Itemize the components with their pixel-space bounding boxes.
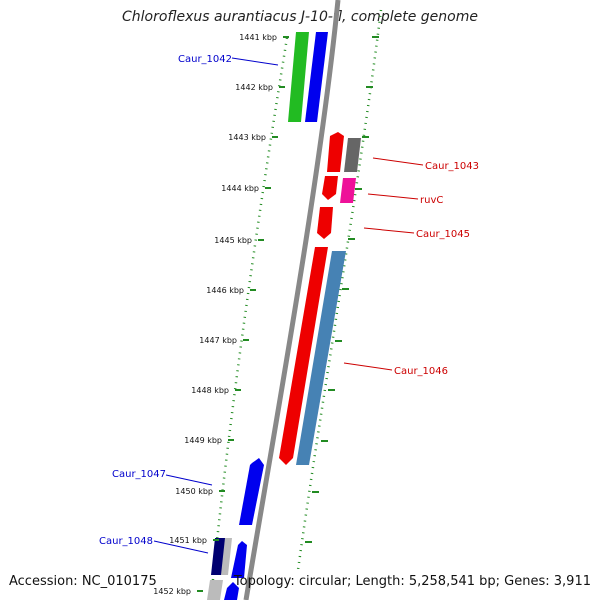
caur-1043-gene-red <box>327 132 344 172</box>
caur-1042-label[interactable]: Caur_1042 <box>178 54 232 65</box>
bottom-gene-blue <box>224 582 239 600</box>
kbp-label: 1446 kbp <box>206 286 244 295</box>
caur-1046-gene-red <box>279 247 328 465</box>
caur-1043-label[interactable]: Caur_1043 <box>425 161 479 172</box>
kbp-label: 1444 kbp <box>221 184 259 193</box>
bottom-gene-silver <box>207 580 223 600</box>
caur-1045-leader <box>363 227 415 234</box>
caur-1046-label[interactable]: Caur_1046 <box>394 366 448 377</box>
kbp-label: 1445 kbp <box>214 236 252 245</box>
caur-1047-label[interactable]: Caur_1047 <box>112 469 166 480</box>
genome-backbone <box>243 0 341 600</box>
caur-1045-label[interactable]: Caur_1045 <box>416 229 470 240</box>
ruvc-leader <box>367 193 419 200</box>
caur-1042-leader <box>231 57 279 66</box>
kbp-label: 1443 kbp <box>228 133 266 142</box>
caur-1048-gene-blue <box>231 541 247 578</box>
caur-1043-gene-grey <box>344 138 361 172</box>
ruvc-gene-red <box>322 176 338 200</box>
ruvc-label[interactable]: ruvC <box>420 195 443 206</box>
gene-labels: Caur_1042 Caur_1043 ruvC Caur_1045 Caur_… <box>99 54 479 547</box>
kbp-scale-labels: 1441 kbp 1442 kbp 1443 kbp 1444 kbp 1445 kbp… <box>153 33 379 596</box>
topology-text: Topology: circular; Length: 5,258,541 bp… <box>233 574 591 589</box>
caur-1047-leader <box>165 474 213 486</box>
caur-1042-gene-green <box>288 32 309 122</box>
map-title: Chloroflexus aurantiacus J-10-fl, comple… <box>122 9 478 25</box>
caur-1047-gene-blue <box>239 458 264 525</box>
caur-1046-gene-steelblue <box>296 251 346 465</box>
accession-text: Accession: NC_010175 <box>9 574 157 589</box>
caur-1045-gene-red <box>317 207 333 239</box>
caur-1043-leader <box>372 157 424 166</box>
caur-1042-gene-blue <box>305 32 328 122</box>
gene-features <box>207 32 361 600</box>
kbp-label: 1448 kbp <box>191 386 229 395</box>
caur-1048-label[interactable]: Caur_1048 <box>99 536 153 547</box>
kbp-label: 1452 kbp <box>153 587 191 596</box>
caur-1048-leader <box>153 540 209 554</box>
caur-1046-leader <box>343 362 393 371</box>
kbp-label: 1447 kbp <box>199 336 237 345</box>
caur-1048-gene-silver <box>221 538 232 575</box>
kbp-label: 1441 kbp <box>239 33 277 42</box>
ruvc-gene-magenta <box>340 178 356 203</box>
kbp-label: 1450 kbp <box>175 487 213 496</box>
kbp-label: 1449 kbp <box>184 436 222 445</box>
kbp-label: 1442 kbp <box>235 83 273 92</box>
gene-label-leaders <box>153 57 424 554</box>
kbp-label: 1451 kbp <box>169 536 207 545</box>
